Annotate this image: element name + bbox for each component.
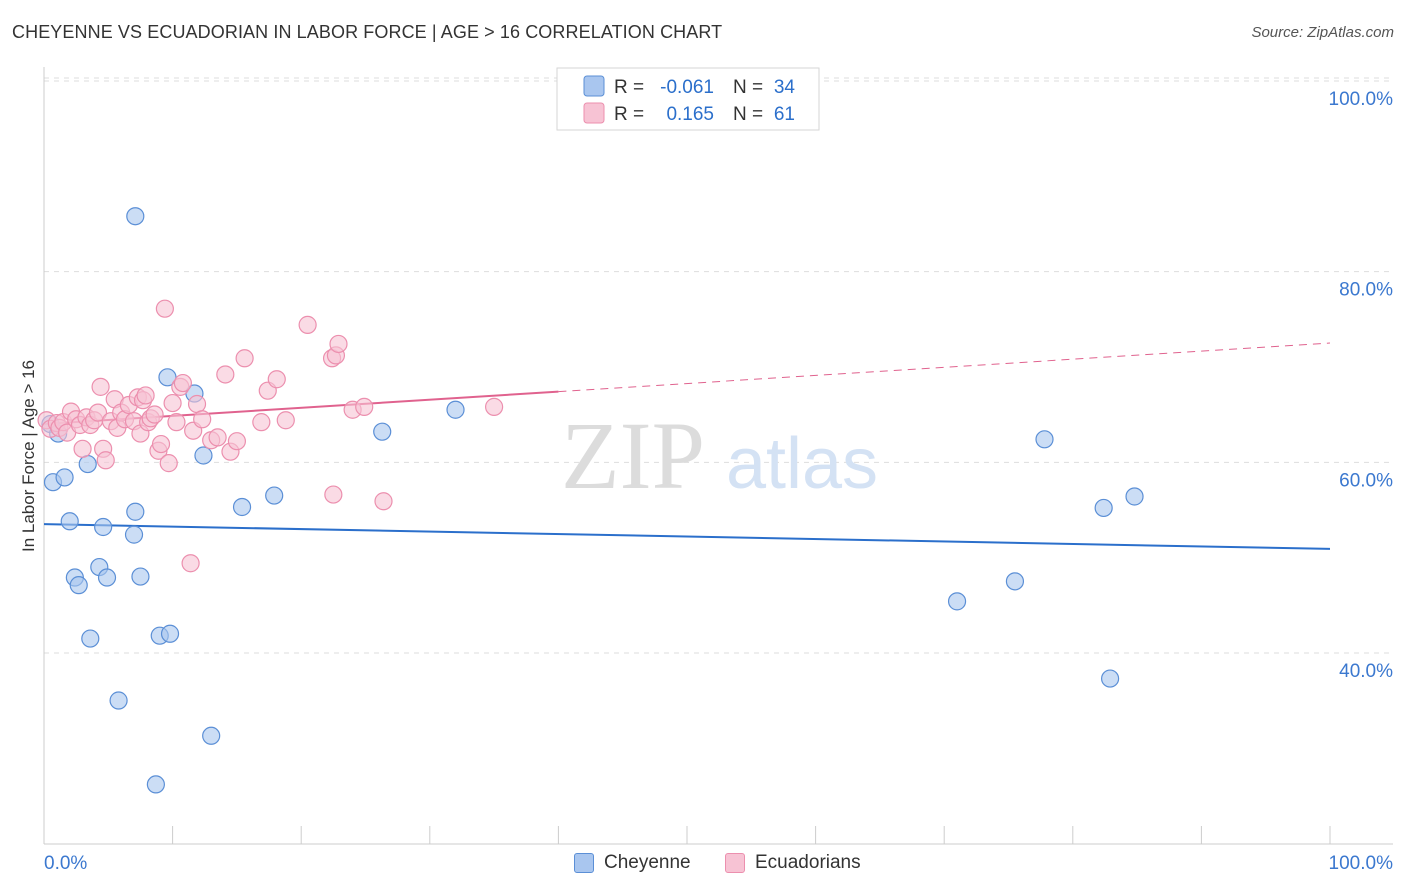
data-point bbox=[167, 413, 186, 432]
stats-r-value-ecuadorians: 0.165 bbox=[666, 104, 714, 125]
data-point bbox=[78, 454, 97, 474]
legend-label-ecuadorians: Ecuadorians bbox=[755, 852, 861, 873]
data-point bbox=[163, 393, 182, 413]
y-axis-label: In Labor Force | Age > 16 bbox=[19, 360, 38, 552]
data-point bbox=[193, 410, 212, 429]
stats-n-value-ecuadorians: 61 bbox=[774, 104, 795, 125]
data-point bbox=[81, 629, 100, 648]
data-point bbox=[55, 468, 74, 487]
trend-line-cheyenne bbox=[43, 523, 1331, 550]
data-point bbox=[69, 576, 88, 595]
y-tick-labels: 100.0% 80.0% 60.0% 40.0% bbox=[1329, 89, 1394, 682]
chart-title: CHEYENNE VS ECUADORIAN IN LABOR FORCE | … bbox=[12, 22, 723, 42]
stats-n-value-cheyenne: 34 bbox=[774, 77, 796, 98]
data-point bbox=[1035, 430, 1054, 449]
y-tick-label-1: 80.0% bbox=[1339, 280, 1393, 301]
data-point bbox=[173, 373, 192, 393]
data-point bbox=[155, 299, 174, 318]
data-point bbox=[126, 502, 145, 521]
data-point bbox=[160, 624, 180, 643]
watermark-atlas: atlas bbox=[726, 424, 878, 504]
x-tick-labels: 0.0% 100.0% bbox=[44, 853, 1393, 874]
legend-item-ecuadorians[interactable]: Ecuadorians bbox=[725, 852, 861, 874]
data-point bbox=[151, 434, 171, 454]
data-point bbox=[94, 517, 113, 537]
x-tick-label-max: 100.0% bbox=[1329, 853, 1394, 874]
data-point bbox=[181, 554, 200, 573]
data-point bbox=[329, 334, 348, 354]
data-point bbox=[1005, 572, 1025, 591]
legend-swatch-ecuadorians bbox=[725, 853, 745, 873]
data-point bbox=[187, 394, 207, 414]
data-point bbox=[131, 567, 150, 586]
stats-n-label-ecuadorians: N = bbox=[733, 104, 763, 125]
data-point bbox=[276, 411, 295, 430]
data-point bbox=[136, 386, 155, 405]
y-tick-label-3: 40.0% bbox=[1339, 661, 1393, 682]
legend-label-cheyenne: Cheyenne bbox=[604, 852, 691, 873]
series-ecuadorians bbox=[37, 299, 504, 573]
data-point bbox=[267, 370, 286, 389]
data-point bbox=[216, 365, 235, 384]
legend-item-cheyenne[interactable]: Cheyenne bbox=[574, 852, 691, 874]
axes bbox=[43, 67, 1393, 845]
data-point bbox=[298, 315, 317, 334]
data-point bbox=[88, 403, 108, 422]
data-point bbox=[252, 413, 271, 432]
stats-swatch-ecuadorians bbox=[583, 102, 605, 124]
y-tick-label-0: 100.0% bbox=[1329, 89, 1394, 110]
data-point bbox=[446, 400, 465, 419]
data-point bbox=[73, 439, 92, 458]
stats-n-label-cheyenne: N = bbox=[733, 77, 763, 98]
data-point bbox=[202, 726, 221, 745]
data-point bbox=[60, 512, 79, 531]
data-point bbox=[194, 446, 213, 465]
data-point bbox=[97, 568, 117, 587]
data-point bbox=[947, 592, 967, 611]
data-point bbox=[355, 397, 374, 416]
stats-swatch-cheyenne bbox=[583, 75, 605, 97]
stats-r-value-cheyenne: -0.061 bbox=[660, 77, 714, 98]
data-point bbox=[485, 397, 504, 416]
data-point bbox=[232, 497, 252, 517]
data-point bbox=[91, 377, 110, 396]
data-point bbox=[235, 349, 254, 368]
stats-r-label-cheyenne: R = bbox=[614, 77, 644, 98]
data-point bbox=[373, 422, 392, 441]
data-point bbox=[96, 451, 115, 470]
bottom-legend: Cheyenne Ecuadorians bbox=[0, 852, 1406, 880]
stats-legend: R = -0.061 N = 34 R = 0.165 N = 61 bbox=[556, 67, 820, 131]
data-point bbox=[1125, 487, 1144, 506]
data-point bbox=[208, 428, 227, 447]
data-point bbox=[126, 207, 145, 226]
data-point bbox=[109, 691, 128, 710]
data-point bbox=[1100, 669, 1120, 688]
data-point bbox=[159, 454, 178, 473]
legend-swatch-cheyenne bbox=[574, 853, 594, 873]
data-point bbox=[145, 405, 164, 424]
stats-r-label-ecuadorians: R = bbox=[614, 104, 644, 125]
y-tick-label-2: 60.0% bbox=[1339, 470, 1393, 491]
data-points bbox=[37, 207, 1144, 794]
data-point bbox=[374, 492, 393, 511]
source-label: Source: ZipAtlas.com bbox=[1251, 24, 1394, 41]
data-point bbox=[227, 432, 246, 451]
trend-line-dashed-ecuadorians bbox=[558, 342, 1331, 393]
data-point bbox=[146, 775, 165, 794]
x-tick-label-min: 0.0% bbox=[44, 853, 87, 874]
watermark: ZIP atlas bbox=[561, 402, 878, 509]
data-point bbox=[1094, 498, 1113, 518]
data-point bbox=[265, 486, 284, 505]
watermark-zip: ZIP bbox=[561, 402, 705, 509]
data-point bbox=[324, 485, 343, 504]
data-point bbox=[124, 525, 144, 544]
